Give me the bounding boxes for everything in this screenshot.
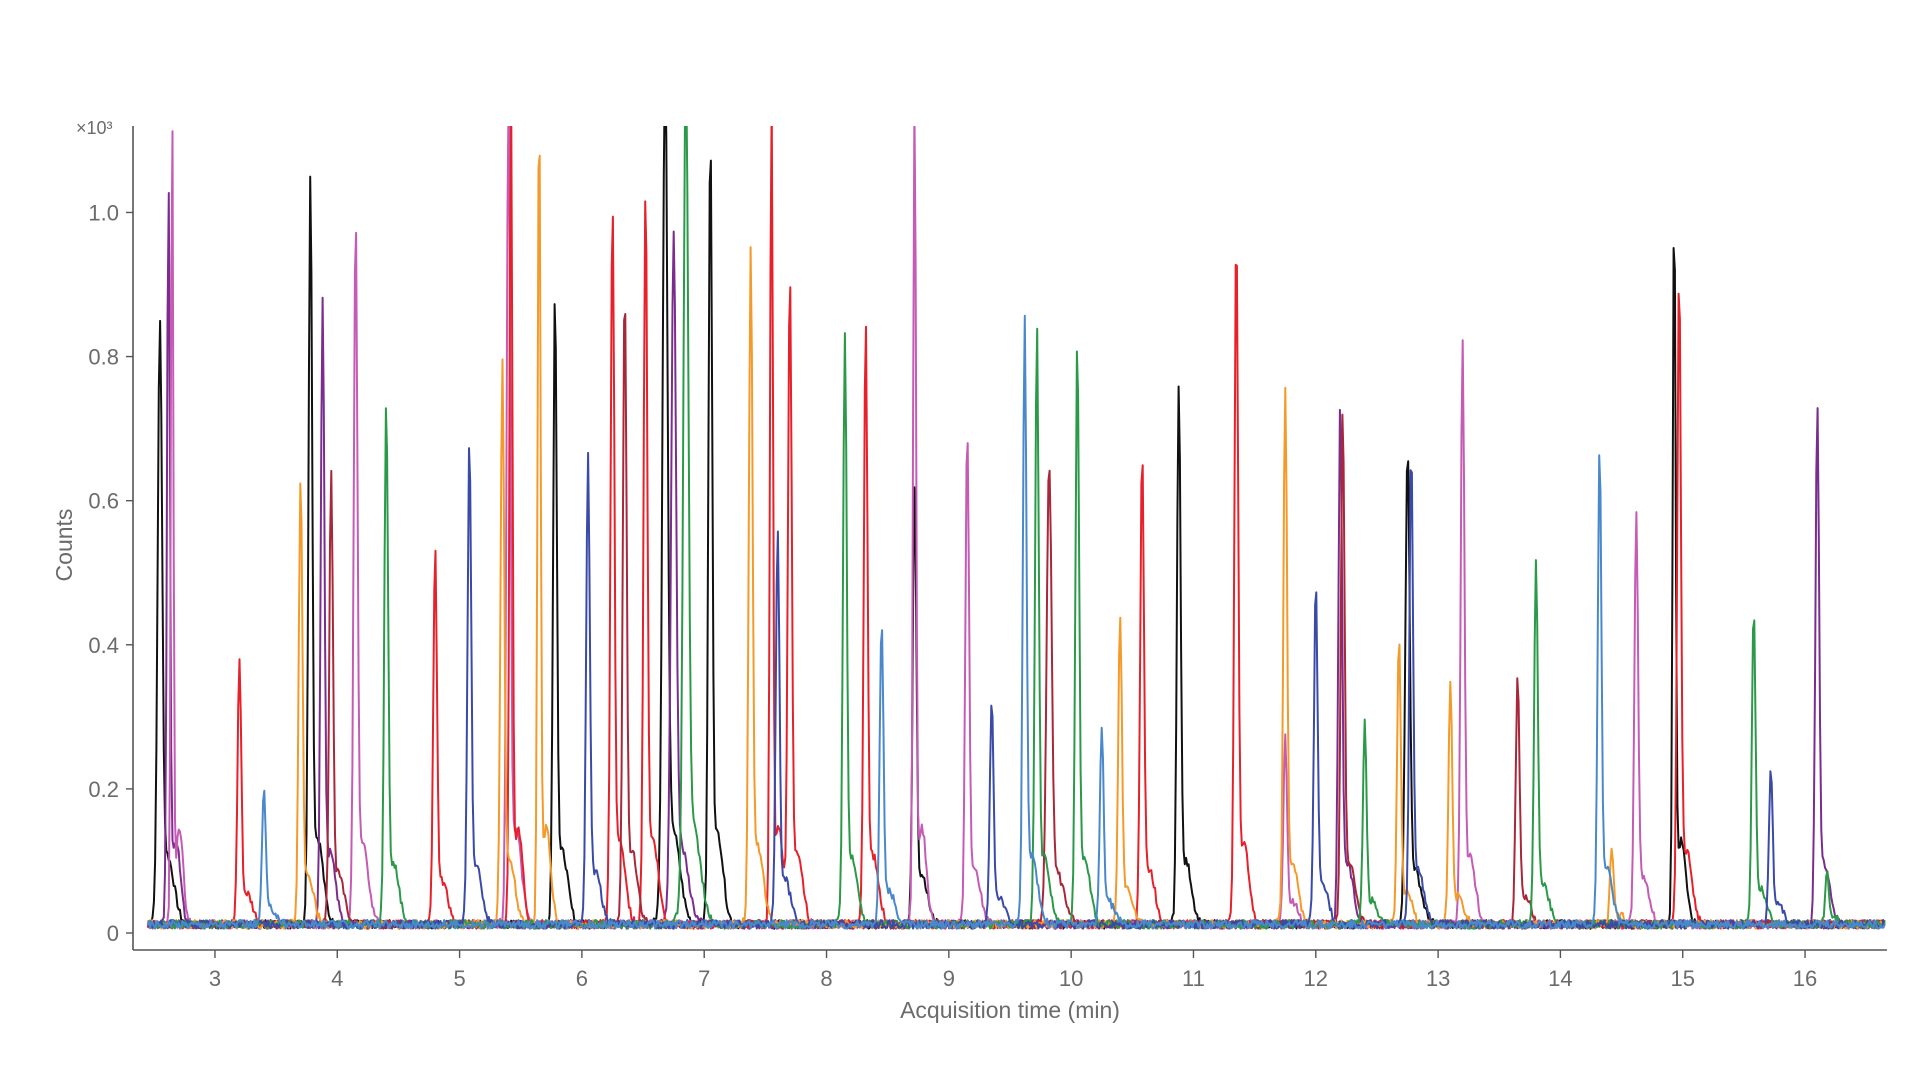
y-axis-title: Counts <box>51 509 77 582</box>
x-tick-label: 9 <box>943 966 955 991</box>
series-line-black <box>146 126 1886 930</box>
series-line-orange <box>146 154 1886 930</box>
y-tick-label: 1.0 <box>88 200 119 225</box>
x-tick-label: 12 <box>1304 966 1328 991</box>
x-tick-label: 10 <box>1059 966 1083 991</box>
y-tick-label: 0.6 <box>88 489 119 514</box>
x-tick-label: 5 <box>453 966 465 991</box>
series-line-green <box>147 126 1886 930</box>
y-ticks: 0 0.2 0.4 0.6 0.8 1.0 <box>88 200 133 946</box>
x-tick-label: 11 <box>1182 966 1205 991</box>
x-tick-label: 13 <box>1426 966 1450 991</box>
x-tick-label: 14 <box>1548 966 1572 991</box>
x-tick-label: 6 <box>576 966 588 991</box>
x-ticks: 3 4 5 6 7 8 9 10 11 12 13 14 15 16 <box>209 950 1817 991</box>
x-tick-label: 4 <box>331 966 343 991</box>
y-tick-label: 0.8 <box>88 345 119 370</box>
x-tick-label: 15 <box>1670 966 1694 991</box>
series-line-purple <box>146 192 1886 930</box>
y-multiplier-label: ×10³ <box>76 118 113 138</box>
series-line-dark-red <box>146 313 1886 930</box>
series-traces <box>146 126 1886 930</box>
x-axis-title: Acquisition time (min) <box>900 997 1120 1023</box>
x-tick-label: 8 <box>820 966 832 991</box>
x-tick-label: 3 <box>209 966 221 991</box>
series-line-red <box>147 126 1885 930</box>
y-tick-label: 0.2 <box>88 777 119 802</box>
series-line-light-blue <box>146 314 1886 930</box>
series-line-blue <box>147 447 1885 930</box>
y-tick-label: 0 <box>107 921 119 946</box>
series-line-magenta <box>146 126 1886 930</box>
x-tick-label: 7 <box>698 966 710 991</box>
x-tick-label: 16 <box>1793 966 1817 991</box>
y-tick-label: 0.4 <box>88 633 119 658</box>
axes: 3 4 5 6 7 8 9 10 11 12 13 14 15 16 0 0.2 0.4 0.6 0.8 1.0 <box>88 126 1887 991</box>
